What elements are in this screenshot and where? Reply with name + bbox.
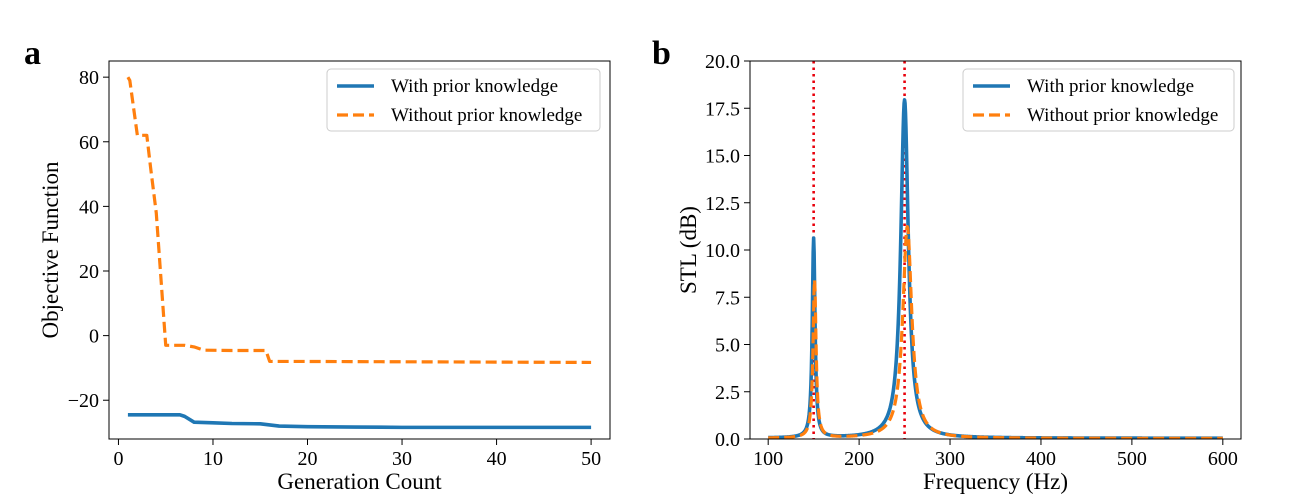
y-tick-label-b-0: 0.0 [715,429,740,451]
legend-label-a-0: With prior knowledge [391,76,558,97]
x-axis-label-a: Generation Count [277,469,442,494]
y-tick-label-b-5: 12.5 [705,193,740,215]
y-tick-label-a-2: 20 [79,261,99,283]
y-tick-label-a-4: 60 [79,132,99,154]
y-tick-label-b-8: 20.0 [705,51,740,73]
legend-box-b [962,68,1235,132]
plot-frame-a [108,60,611,440]
legend-b: With prior knowledge Without prior knowle… [962,68,1235,132]
x-tick-label-a-2: 20 [298,448,318,470]
x-tick-label-a-1: 10 [203,448,223,470]
legend-box-a [326,68,601,132]
y-tick-label-b-3: 7.5 [715,287,740,309]
y-tick-label-b-7: 17.5 [705,98,740,120]
x-tick-label-b-0: 100 [753,448,783,470]
y-tick-label-a-1: 0 [89,326,99,348]
y-tick-label-a-3: 40 [79,196,99,218]
y-tick-label-a-0: −20 [68,390,99,412]
chart-a-objective-function: 0 10 20 30 40 50 −20 0 20 40 60 80 Generation Count O… [38,60,611,494]
y-axis-label-b: STL (dB) [676,206,701,294]
x-tick-label-a-5: 50 [581,448,601,470]
x-tick-label-b-4: 500 [1117,448,1147,470]
series-line-b-without-prior [767,225,1224,439]
x-tick-label-a-0: 0 [113,448,123,470]
panel-b-label: b [652,35,671,72]
x-tick-label-b-3: 400 [1026,448,1056,470]
series-line-a-with-prior [127,412,592,430]
legend-label-b-1: Without prior knowledge [1027,105,1218,126]
x-tick-label-b-5: 600 [1208,448,1238,470]
y-tick-label-b-1: 2.5 [715,382,740,404]
y-tick-label-b-2: 5.0 [715,335,740,357]
x-axis-label-b: Frequency (Hz) [923,469,1068,494]
chart-b-stl-spectrum: 100 200 300 400 500 600 0.0 2.5 5.0 7.5 10.0 12.5 15… [676,51,1242,494]
x-tick-label-b-2: 300 [935,448,965,470]
series-line-b-with-prior [766,98,1225,439]
legend-label-a-1: Without prior knowledge [391,105,582,126]
y-axis-label-a: Objective Function [38,161,63,338]
series-group-b [766,98,1225,439]
x-tick-label-a-4: 40 [487,448,507,470]
y-tick-label-b-4: 10.0 [705,240,740,262]
panel-a-label: a [24,35,41,72]
y-tick-label-a-5: 80 [79,67,99,89]
legend-label-b-0: With prior knowledge [1027,76,1194,97]
y-tick-label-b-6: 15.0 [705,146,740,168]
legend-a: With prior knowledge Without prior knowle… [326,68,601,132]
series-line-a-without-prior [126,76,592,365]
x-tick-label-a-3: 30 [392,448,412,470]
series-group-a [126,76,592,430]
x-tick-label-b-1: 200 [844,448,874,470]
